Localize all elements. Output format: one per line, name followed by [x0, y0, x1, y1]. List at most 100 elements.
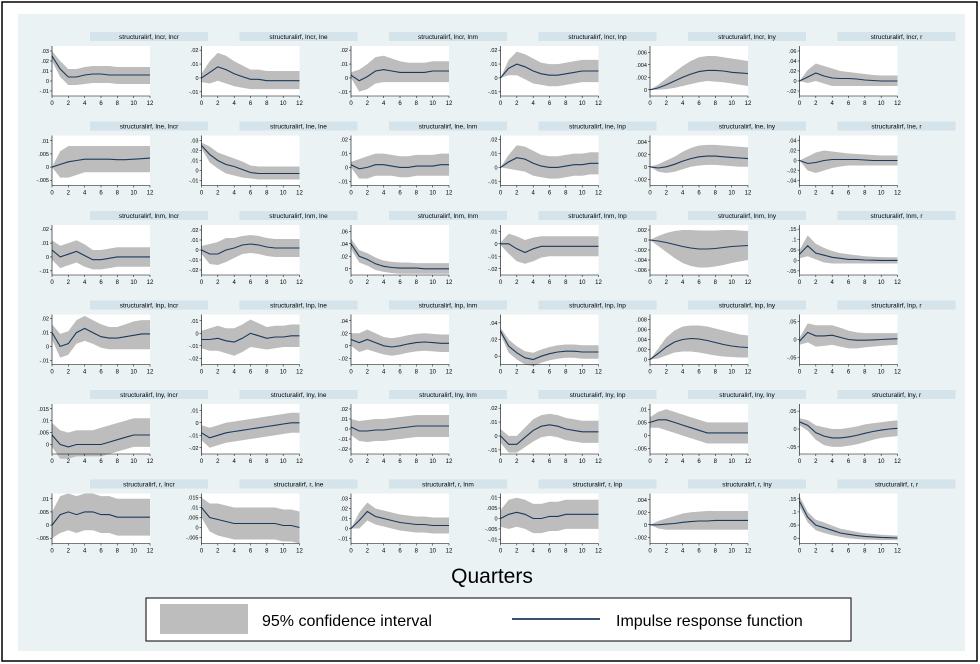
y-tick-label: -.004: [634, 258, 647, 264]
x-tick-label: 12: [446, 280, 453, 286]
x-tick-label: 0: [50, 370, 54, 376]
y-tick-label: .15: [789, 497, 797, 503]
ci-band: [201, 52, 300, 90]
ci-band: [799, 323, 898, 349]
irf-line: [649, 155, 749, 169]
x-tick-label: 6: [847, 191, 851, 197]
y-tick-label: 0: [793, 258, 796, 264]
x-tick-label: 12: [446, 370, 453, 376]
y-tick-label: .004: [636, 338, 647, 344]
x-tick-label: 2: [814, 280, 818, 286]
x-tick-label: 6: [249, 370, 253, 376]
x-tick-label: 0: [349, 101, 353, 107]
y-tick-label: .002: [636, 75, 647, 81]
x-tick-label: 6: [398, 549, 402, 555]
x-tick-label: 12: [296, 191, 303, 197]
x-tick-label: 8: [863, 101, 867, 107]
x-tick-label: 4: [531, 191, 535, 197]
y-tick-label: .02: [191, 228, 199, 234]
x-tick-label: 10: [728, 370, 735, 376]
irf-panel: structuralirf, lnp, lncr-.010.01.020 2 4 6 8…: [40, 300, 208, 376]
y-tick-label: -.02: [488, 267, 497, 273]
x-tick-label: 10: [429, 280, 436, 286]
x-tick-label: 10: [280, 101, 287, 107]
x-tick-label: 6: [847, 280, 851, 286]
x-tick-label: 10: [130, 459, 137, 465]
irf-line: [799, 72, 898, 82]
x-tick-label: 6: [249, 459, 253, 465]
x-tick-label: 10: [728, 280, 735, 286]
x-tick-label: 10: [579, 370, 586, 376]
x-tick-label: 4: [830, 191, 834, 197]
y-tick-label: .04: [340, 242, 348, 248]
x-tick-label: 10: [130, 370, 137, 376]
x-tick-label: 6: [697, 101, 701, 107]
ci-band: [201, 142, 300, 180]
x-tick-label: 6: [99, 370, 103, 376]
x-tick-label: 10: [429, 459, 436, 465]
y-tick-label: .01: [340, 152, 348, 158]
y-tick-label: -.01: [339, 90, 348, 96]
y-tick-label: -.01: [488, 179, 497, 185]
x-tick-label: 0: [50, 101, 54, 107]
x-tick-label: 2: [366, 101, 370, 107]
panel-title-strip: [239, 121, 358, 131]
x-tick-label: 8: [116, 280, 120, 286]
panel-title: structuralirf, r, lnp: [573, 482, 623, 489]
panel-title-strip: [837, 211, 956, 220]
irf-panel: structuralirf, lncr, lny 0 .002 .004 .006 0 2 4…: [636, 32, 806, 107]
x-tick-label: 8: [415, 459, 419, 465]
irf-panel: structuralirf, lne, lncr -.005 0 .005 .01 0 2 4…: [36, 121, 208, 197]
panel-title-strip: [239, 32, 358, 41]
x-tick-label: 8: [415, 191, 419, 197]
y-tick-label: 0: [195, 526, 198, 532]
x-tick-label: 2: [814, 101, 818, 107]
ci-band: [351, 153, 449, 179]
x-tick-label: 6: [398, 370, 402, 376]
y-tick-label: .02: [340, 331, 348, 337]
x-tick-label: 10: [579, 191, 586, 197]
x-tick-label: 2: [515, 459, 519, 465]
x-tick-label: 2: [665, 101, 669, 107]
x-tick-label: 0: [349, 191, 353, 197]
irf-panel: structuralirf, lnp, lne -.02 -.01 0 .01 0 2 4 6 8…: [189, 300, 358, 376]
irf-panel: structuralirf, r, lny -.002 0 .002 .004 0 2 4 6 8…: [634, 479, 806, 555]
x-tick-label: 4: [83, 280, 87, 286]
legend-irf-label: Impulse response function: [616, 613, 803, 630]
y-tick-label: -.01: [189, 258, 198, 264]
x-tick-label: 0: [499, 549, 503, 555]
ci-band: [201, 497, 300, 544]
x-tick-label: 2: [67, 191, 71, 197]
x-tick-label: 6: [99, 101, 103, 107]
x-tick-label: 12: [296, 549, 303, 555]
panel-title: structuralirf, lnm, r: [870, 213, 923, 220]
x-tick-label: 4: [382, 101, 386, 107]
y-tick-label: .02: [490, 138, 498, 144]
irf-line: [201, 243, 300, 255]
y-tick-label: -.01: [189, 344, 198, 350]
y-tick-label: -.002: [634, 177, 647, 183]
irf-line: [649, 419, 748, 434]
y-tick-label: .01: [490, 152, 498, 158]
irf-line: [350, 510, 449, 529]
x-axis-title: Quarters: [451, 565, 533, 588]
x-tick-label: 12: [147, 191, 154, 197]
panel-title-strip: [688, 479, 806, 489]
y-tick-label: -.01: [189, 433, 198, 439]
x-tick-label: 10: [429, 549, 436, 555]
irf-line: [350, 338, 449, 348]
x-tick-label: 0: [349, 549, 353, 555]
x-tick-label: 10: [728, 101, 735, 107]
y-tick-label: .002: [636, 152, 647, 158]
x-tick-label: 2: [665, 370, 669, 376]
x-tick-label: 4: [681, 101, 685, 107]
y-tick-label: .02: [340, 48, 348, 54]
panel-title: structuralirf, lny, lnm: [419, 392, 477, 399]
x-tick-label: 2: [67, 370, 71, 376]
x-tick-label: 0: [648, 191, 652, 197]
panel-title-strip: [538, 32, 657, 41]
x-tick-label: 0: [798, 101, 802, 107]
y-tick-label: -.01: [189, 179, 198, 185]
x-tick-label: 0: [499, 191, 503, 197]
irf-panel: structuralirf, lnm, lny -.006 -.004 -.002 0.…: [634, 211, 806, 286]
